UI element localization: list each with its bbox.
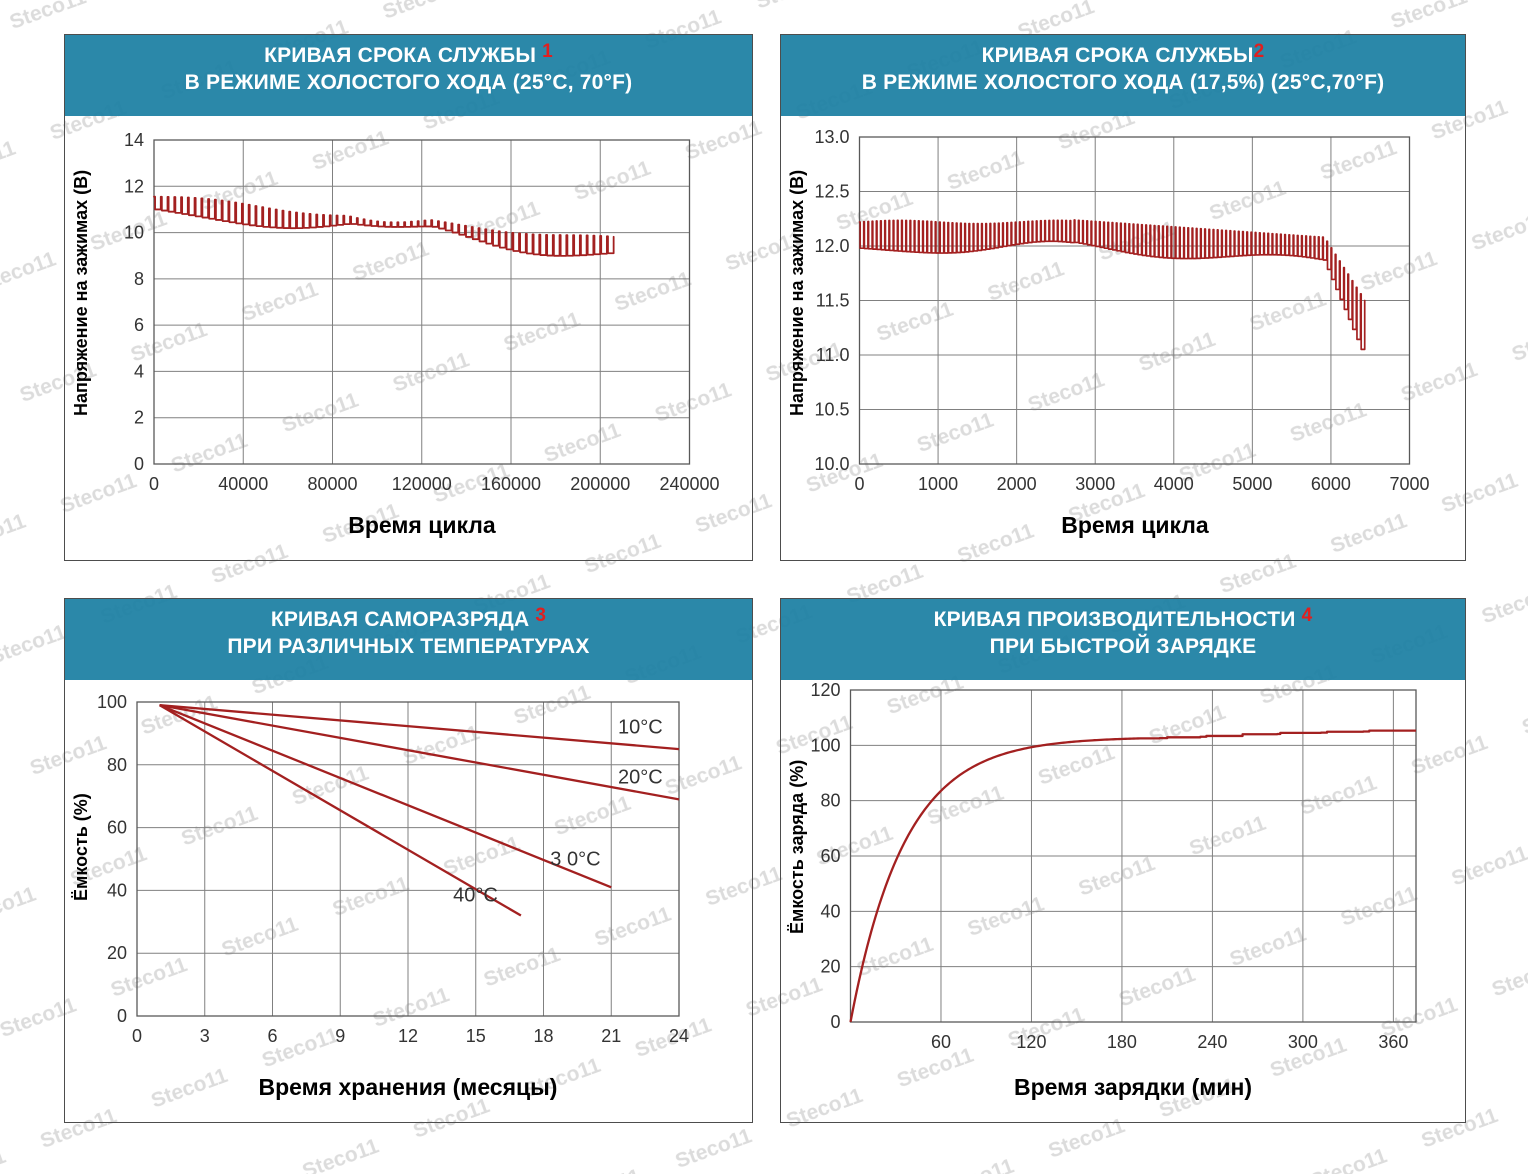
svg-text:8: 8	[134, 269, 144, 289]
svg-text:80: 80	[107, 755, 127, 775]
svg-text:1000: 1000	[918, 474, 958, 494]
svg-text:3: 3	[200, 1026, 210, 1046]
svg-text:21: 21	[601, 1026, 621, 1046]
svg-text:240000: 240000	[659, 474, 719, 494]
svg-text:20: 20	[107, 943, 127, 963]
svg-text:13.0: 13.0	[814, 127, 849, 147]
svg-text:9: 9	[335, 1026, 345, 1046]
svg-text:10.5: 10.5	[814, 400, 849, 420]
svg-text:15: 15	[466, 1026, 486, 1046]
svg-text:6: 6	[134, 315, 144, 335]
svg-text:40000: 40000	[218, 474, 268, 494]
svg-text:200000: 200000	[570, 474, 630, 494]
svg-text:160000: 160000	[481, 474, 541, 494]
svg-text:0: 0	[134, 454, 144, 474]
svg-text:0: 0	[830, 1012, 840, 1032]
svg-text:7000: 7000	[1389, 474, 1429, 494]
svg-text:12: 12	[398, 1026, 418, 1046]
svg-text:60: 60	[931, 1032, 951, 1052]
svg-text:180: 180	[1107, 1032, 1137, 1052]
svg-text:4000: 4000	[1154, 474, 1194, 494]
svg-text:2: 2	[134, 408, 144, 428]
svg-text:60: 60	[820, 846, 840, 866]
svg-text:40: 40	[107, 880, 127, 900]
svg-text:18: 18	[533, 1026, 553, 1046]
svg-text:40°C: 40°C	[453, 884, 498, 906]
svg-text:120: 120	[810, 680, 840, 700]
svg-text:0: 0	[117, 1006, 127, 1026]
svg-text:240: 240	[1197, 1032, 1227, 1052]
svg-text:20°C: 20°C	[618, 767, 663, 789]
svg-text:24: 24	[669, 1026, 689, 1046]
svg-text:80: 80	[820, 791, 840, 811]
svg-text:10: 10	[124, 223, 144, 243]
svg-text:300: 300	[1288, 1032, 1318, 1052]
svg-text:3 0°C: 3 0°C	[550, 848, 600, 870]
svg-text:10°C: 10°C	[618, 716, 663, 738]
svg-text:14: 14	[124, 130, 144, 150]
svg-text:40: 40	[820, 901, 840, 921]
svg-text:100: 100	[97, 692, 127, 712]
svg-text:6000: 6000	[1311, 474, 1351, 494]
svg-text:11.0: 11.0	[816, 345, 850, 365]
svg-text:12.5: 12.5	[814, 182, 849, 202]
svg-text:4: 4	[134, 361, 144, 381]
svg-text:5000: 5000	[1232, 474, 1272, 494]
svg-text:10.0: 10.0	[814, 454, 849, 474]
svg-text:3000: 3000	[1075, 474, 1115, 494]
svg-text:100: 100	[810, 735, 840, 755]
svg-text:0: 0	[854, 474, 864, 494]
svg-text:120000: 120000	[392, 474, 452, 494]
svg-text:0: 0	[149, 474, 159, 494]
svg-text:0: 0	[132, 1026, 142, 1046]
svg-text:12: 12	[124, 176, 144, 196]
svg-text:360: 360	[1378, 1032, 1408, 1052]
svg-text:6: 6	[267, 1026, 277, 1046]
svg-text:11.5: 11.5	[816, 291, 850, 311]
svg-text:2000: 2000	[997, 474, 1037, 494]
svg-text:80000: 80000	[307, 474, 357, 494]
svg-text:20: 20	[820, 957, 840, 977]
svg-text:120: 120	[1016, 1032, 1046, 1052]
svg-text:60: 60	[107, 818, 127, 838]
svg-text:12.0: 12.0	[814, 236, 849, 256]
